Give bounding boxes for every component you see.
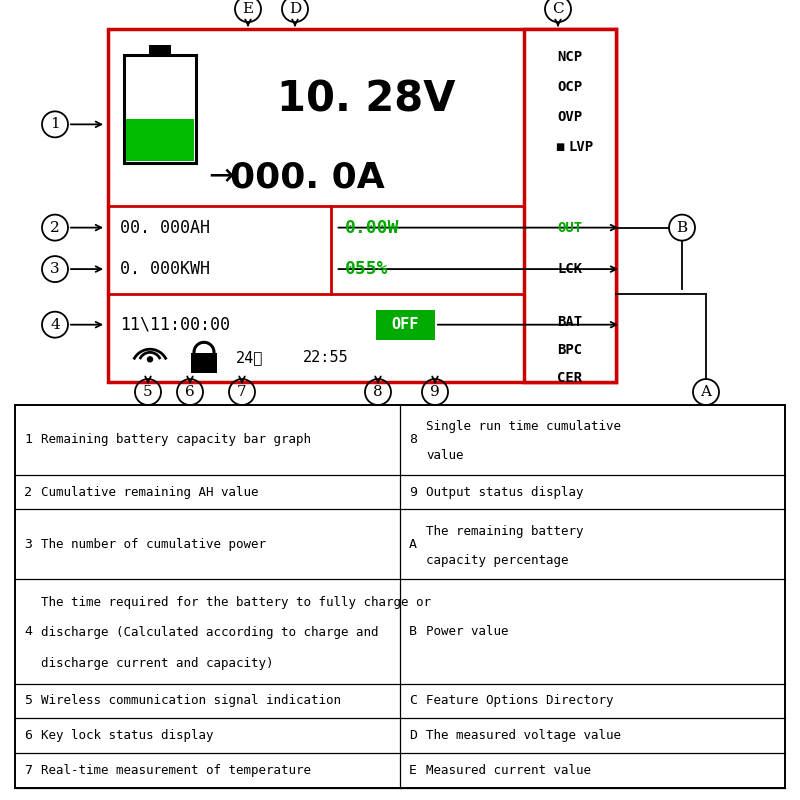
Text: 2: 2 (50, 221, 60, 234)
Text: Single run time cumulative: Single run time cumulative (426, 420, 621, 434)
FancyBboxPatch shape (191, 354, 217, 374)
Text: 8: 8 (409, 434, 417, 446)
Text: 0. 000KWH: 0. 000KWH (120, 260, 210, 278)
FancyBboxPatch shape (124, 55, 196, 163)
Circle shape (147, 357, 153, 362)
Text: Power value: Power value (426, 625, 509, 638)
Text: B: B (677, 221, 687, 234)
Text: CER: CER (558, 370, 582, 385)
Text: 055%: 055% (345, 260, 388, 278)
Text: A: A (701, 385, 711, 399)
Text: 22:55: 22:55 (303, 350, 349, 365)
Text: The remaining battery: The remaining battery (426, 525, 583, 538)
Text: Real-time measurement of temperature: Real-time measurement of temperature (41, 764, 311, 777)
Text: The time required for the battery to fully charge or: The time required for the battery to ful… (41, 596, 431, 609)
Text: 7: 7 (24, 764, 32, 777)
Text: 1: 1 (50, 118, 60, 131)
Text: 000. 0A: 000. 0A (230, 160, 385, 194)
Text: 9: 9 (409, 486, 417, 498)
Text: 0.00W: 0.00W (345, 218, 399, 237)
Text: LVP: LVP (568, 140, 593, 154)
Text: 3: 3 (50, 262, 60, 276)
Text: The measured voltage value: The measured voltage value (426, 730, 621, 742)
Text: 5: 5 (24, 694, 32, 707)
Text: 4: 4 (50, 318, 60, 332)
Text: OVP: OVP (558, 110, 582, 124)
Text: E: E (242, 2, 254, 16)
FancyBboxPatch shape (149, 46, 171, 55)
Text: OCP: OCP (558, 80, 582, 94)
Text: value: value (426, 450, 463, 462)
Text: 8: 8 (373, 385, 383, 399)
Text: capacity percentage: capacity percentage (426, 554, 569, 566)
Text: Wireless communication signal indication: Wireless communication signal indication (41, 694, 341, 707)
Text: 3: 3 (24, 538, 32, 550)
Text: 1: 1 (24, 434, 32, 446)
Text: BAT: BAT (558, 314, 582, 329)
FancyBboxPatch shape (126, 119, 194, 161)
Text: 2: 2 (24, 486, 32, 498)
Text: BPC: BPC (558, 342, 582, 357)
Text: discharge (Calculated according to charge and: discharge (Calculated according to charg… (41, 626, 378, 639)
Text: discharge current and capacity): discharge current and capacity) (41, 657, 274, 670)
Text: D: D (289, 2, 301, 16)
Text: Cumulative remaining AH value: Cumulative remaining AH value (41, 486, 258, 498)
Text: Feature Options Directory: Feature Options Directory (426, 694, 614, 707)
Text: D: D (409, 730, 417, 742)
Text: ■: ■ (554, 142, 564, 152)
Text: 9: 9 (430, 385, 440, 399)
Text: 00. 000AH: 00. 000AH (120, 218, 210, 237)
Text: The number of cumulative power: The number of cumulative power (41, 538, 266, 550)
Text: Remaining battery capacity bar graph: Remaining battery capacity bar graph (41, 434, 311, 446)
Text: 24℃: 24℃ (236, 350, 263, 365)
Text: Key lock status display: Key lock status display (41, 730, 214, 742)
FancyBboxPatch shape (524, 29, 616, 382)
FancyBboxPatch shape (376, 310, 435, 340)
Text: 11\11:00:00: 11\11:00:00 (120, 316, 230, 334)
Text: 10. 28V: 10. 28V (277, 78, 455, 120)
Text: Measured current value: Measured current value (426, 764, 591, 777)
Text: Output status display: Output status display (426, 486, 583, 498)
FancyBboxPatch shape (108, 29, 616, 382)
Text: OFF: OFF (392, 317, 419, 332)
Text: E: E (409, 764, 417, 777)
Text: OUT: OUT (558, 221, 582, 234)
Text: →: → (208, 162, 234, 191)
Text: NCP: NCP (558, 50, 582, 64)
Text: 4: 4 (24, 625, 32, 638)
FancyBboxPatch shape (15, 405, 785, 788)
Text: A: A (409, 538, 417, 550)
Text: LCK: LCK (558, 262, 582, 276)
Text: 6: 6 (24, 730, 32, 742)
Text: B: B (409, 625, 417, 638)
Text: 6: 6 (185, 385, 195, 399)
Text: C: C (552, 2, 564, 16)
Text: 7: 7 (237, 385, 247, 399)
Text: 5: 5 (143, 385, 153, 399)
Text: C: C (409, 694, 417, 707)
